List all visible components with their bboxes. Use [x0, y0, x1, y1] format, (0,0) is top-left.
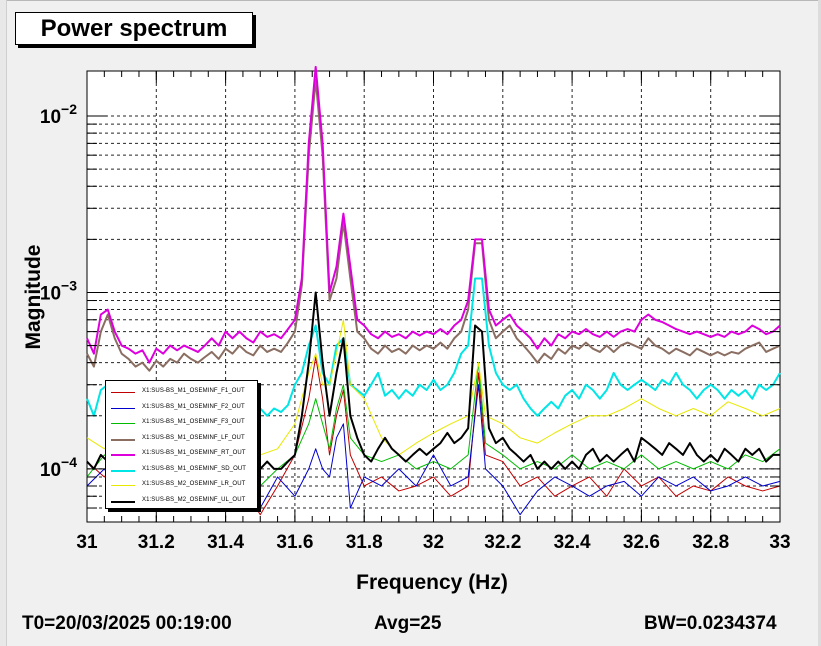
- x-tick-label: 32.8: [692, 532, 729, 553]
- canvas-left-edge: [0, 0, 7, 646]
- axes-layer: 31 31.2 31.4 31.6 31.8 32 32.2 32.4 32.6 32.8 33 10…: [40, 71, 791, 553]
- x-tick-label: 31: [76, 532, 98, 553]
- chart-title: Power spectrum: [15, 12, 253, 45]
- x-tick-label: 31.6: [276, 532, 313, 553]
- series-line: [86, 65, 781, 364]
- canvas-right-edge: [818, 0, 821, 646]
- legend-swatch: [111, 500, 135, 503]
- legend-item: X1:SUS-BS_M1_OSEMINF_LF_OUT: [106, 432, 259, 448]
- x-tick-label: 32.4: [554, 532, 591, 553]
- legend-label: X1:SUS-BS_M1_OSEMINF_SD_OUT: [142, 465, 247, 472]
- legend-item: X1:SUS-BS_M2_OSEMINF_UL_OUT: [106, 494, 259, 510]
- legend-label: X1:SUS-BS_M2_OSEMINF_LR_OUT: [142, 481, 246, 487]
- legend-swatch: [111, 392, 135, 393]
- legend-item: X1:SUS-BS_M1_OSEMINF_F2_OUT: [106, 401, 259, 417]
- series-line: [86, 79, 781, 372]
- legend-item: X1:SUS-BS_M1_OSEMINF_SD_OUT: [106, 463, 259, 479]
- legend: X1:SUS-BS_M1_OSEMINF_F1_OUT X1:SUS-BS_M1_…: [105, 380, 258, 509]
- y-axis-label: Magnitude: [22, 245, 45, 350]
- legend-item: X1:SUS-BS_M1_OSEMINF_RT_OUT: [106, 447, 259, 463]
- x-tick-label: 32: [423, 532, 444, 553]
- x-tick-label: 33: [769, 532, 790, 553]
- canvas-top-border: [0, 0, 821, 1]
- x-axis-label: Frequency (Hz): [356, 571, 508, 594]
- legend-item: X1:SUS-BS_M1_OSEMINF_F1_OUT: [106, 385, 259, 401]
- legend-swatch: [111, 485, 135, 486]
- legend-item: X1:SUS-BS_M1_OSEMINF_F3_OUT: [106, 416, 259, 432]
- legend-item: X1:SUS-BS_M2_OSEMINF_LR_OUT: [106, 478, 259, 494]
- legend-swatch: [111, 469, 135, 472]
- legend-label: X1:SUS-BS_M1_OSEMINF_LF_OUT: [142, 434, 245, 441]
- legend-label: X1:SUS-BS_M2_OSEMINF_UL_OUT: [142, 496, 246, 503]
- x-tick-label: 32.2: [484, 532, 521, 553]
- legend-label: X1:SUS-BS_M1_OSEMINF_RT_OUT: [142, 450, 246, 456]
- footer-avg: Avg=25: [374, 613, 442, 634]
- footer-bw: BW=0.0234374: [644, 613, 777, 634]
- legend-label: X1:SUS-BS_M1_OSEMINF_F3_OUT: [142, 419, 245, 425]
- footer-t0: T0=20/03/2025 00:19:00: [22, 613, 232, 634]
- legend-label: X1:SUS-BS_M1_OSEMINF_F2_OUT: [142, 403, 245, 410]
- legend-swatch: [111, 438, 135, 441]
- y-tick-label: 10−2: [40, 101, 77, 128]
- legend-swatch: [111, 407, 135, 409]
- legend-swatch: [111, 454, 135, 456]
- x-tick-label: 32.6: [623, 532, 660, 553]
- y-tick-label: 10−3: [40, 277, 77, 304]
- x-tick-label: 31.2: [138, 532, 175, 553]
- y-tick-label: 10−4: [40, 454, 77, 481]
- x-tick-label: 31.4: [207, 532, 244, 553]
- legend-label: X1:SUS-BS_M1_OSEMINF_F1_OUT: [142, 388, 245, 394]
- legend-swatch: [111, 423, 135, 424]
- x-tick-label: 31.8: [346, 532, 383, 553]
